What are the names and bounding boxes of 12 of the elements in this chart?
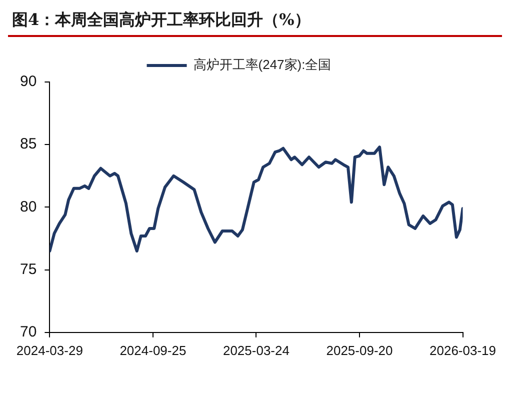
x-tick-label: 2024-09-25 xyxy=(120,342,186,358)
legend-label: 高炉开工率(247家):全国 xyxy=(193,57,332,72)
y-tick-label: 80 xyxy=(20,198,37,216)
y-tick-label: 90 xyxy=(20,73,37,90)
x-tick-label: 2025-09-20 xyxy=(326,342,393,358)
x-tick-label: 2025-03-24 xyxy=(222,342,290,358)
x-tick-label: 2026-03-19 xyxy=(430,342,496,358)
y-tick-label: 85 xyxy=(20,136,37,153)
y-tick-label: 70 xyxy=(20,324,37,341)
x-tick-label: 2024-03-29 xyxy=(16,342,83,358)
chart-title: 图4：本周全国高炉开工率环比回升（%） xyxy=(11,9,312,31)
y-tick-label: 75 xyxy=(20,260,37,278)
